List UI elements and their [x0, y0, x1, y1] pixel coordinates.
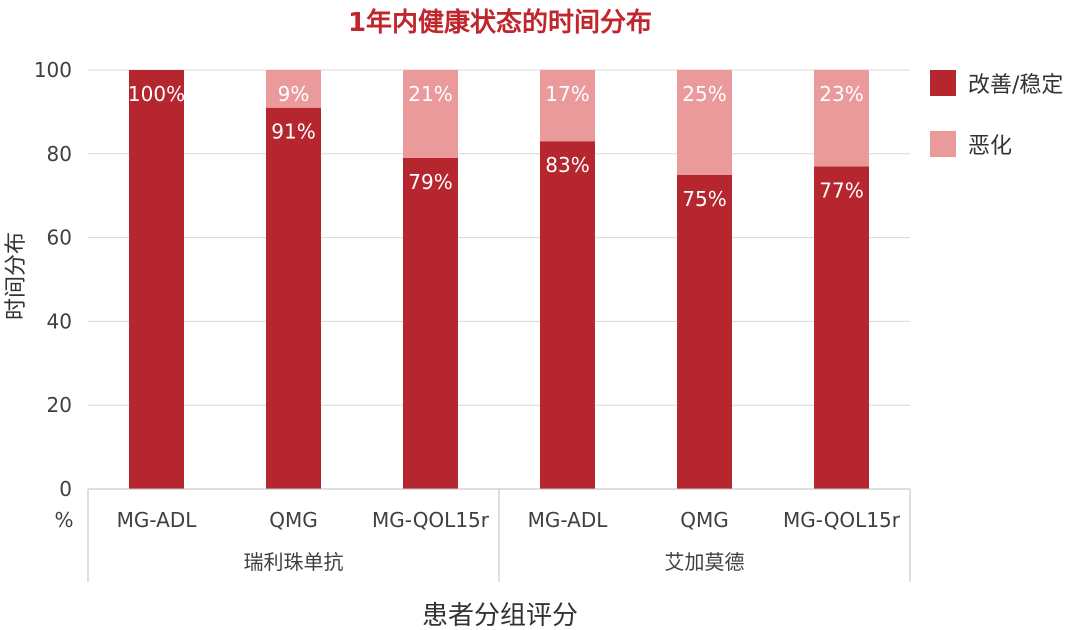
legend-swatch — [930, 131, 956, 157]
bar-segment-improved — [129, 70, 184, 489]
y-unit-label: % — [54, 508, 73, 532]
data-label: 75% — [682, 187, 726, 211]
x-group-label: 艾加莫德 — [665, 550, 745, 574]
gridlines — [88, 69, 910, 406]
x-category-label: QMG — [680, 508, 729, 532]
axes: 0 20 40 60 80 100% MG-ADL QMG MG-QOL15r 瑞利珠单抗 MG-A… — [34, 58, 911, 582]
data-label: 23% — [819, 82, 863, 106]
bar-segment-improved — [814, 166, 869, 489]
x-group-label: 瑞利珠单抗 — [244, 550, 344, 574]
legend-swatch — [930, 70, 956, 96]
bar-segment-improved — [677, 174, 732, 489]
bar-segment-worsened — [403, 70, 458, 158]
data-label: 21% — [408, 82, 452, 106]
bar-segment-improved — [540, 141, 595, 490]
chart-title: 1年内健康状态的时间分布 — [348, 7, 652, 38]
data-label: 100% — [128, 82, 185, 106]
bar-segment-worsened — [540, 70, 595, 142]
x-category-label: MG-QOL15r — [372, 508, 490, 532]
x-category-label: MG-ADL — [117, 508, 198, 532]
bar-segment-worsened — [677, 70, 732, 175]
bar-segment-worsened — [266, 70, 321, 108]
bar-segment-improved — [403, 157, 458, 490]
data-label: 9% — [278, 82, 310, 106]
y-tick-label: 40 — [47, 309, 72, 333]
legend-label: 恶化 — [968, 134, 1012, 159]
x-axis-title: 患者分组评分 — [422, 601, 578, 630]
legend-label: 改善/稳定 — [968, 73, 1063, 98]
y-tick-label: 60 — [47, 226, 72, 250]
data-label: 17% — [545, 82, 589, 106]
data-label: 83% — [545, 153, 589, 177]
bar-segment-improved — [266, 107, 321, 490]
x-category-label: QMG — [269, 508, 318, 532]
y-axis-title: 时间分布 — [4, 232, 29, 320]
bar-segment-worsened — [814, 70, 869, 167]
data-label: 91% — [271, 120, 315, 144]
data-label: 77% — [819, 178, 863, 202]
y-tick-label: 80 — [47, 142, 72, 166]
bars — [129, 70, 869, 490]
x-category-label: MG-ADL — [528, 508, 609, 532]
y-tick-label: 100 — [34, 58, 72, 82]
y-tick-label: 20 — [47, 393, 72, 417]
data-label: 25% — [682, 82, 726, 106]
x-category-label: MG-QOL15r — [783, 508, 901, 532]
data-labels: 100% 91% 9% 79% 21% 83% 17% 75% 25% 77% 23% — [128, 82, 864, 211]
data-label: 79% — [408, 170, 452, 194]
y-tick-label: 0 — [59, 477, 72, 501]
